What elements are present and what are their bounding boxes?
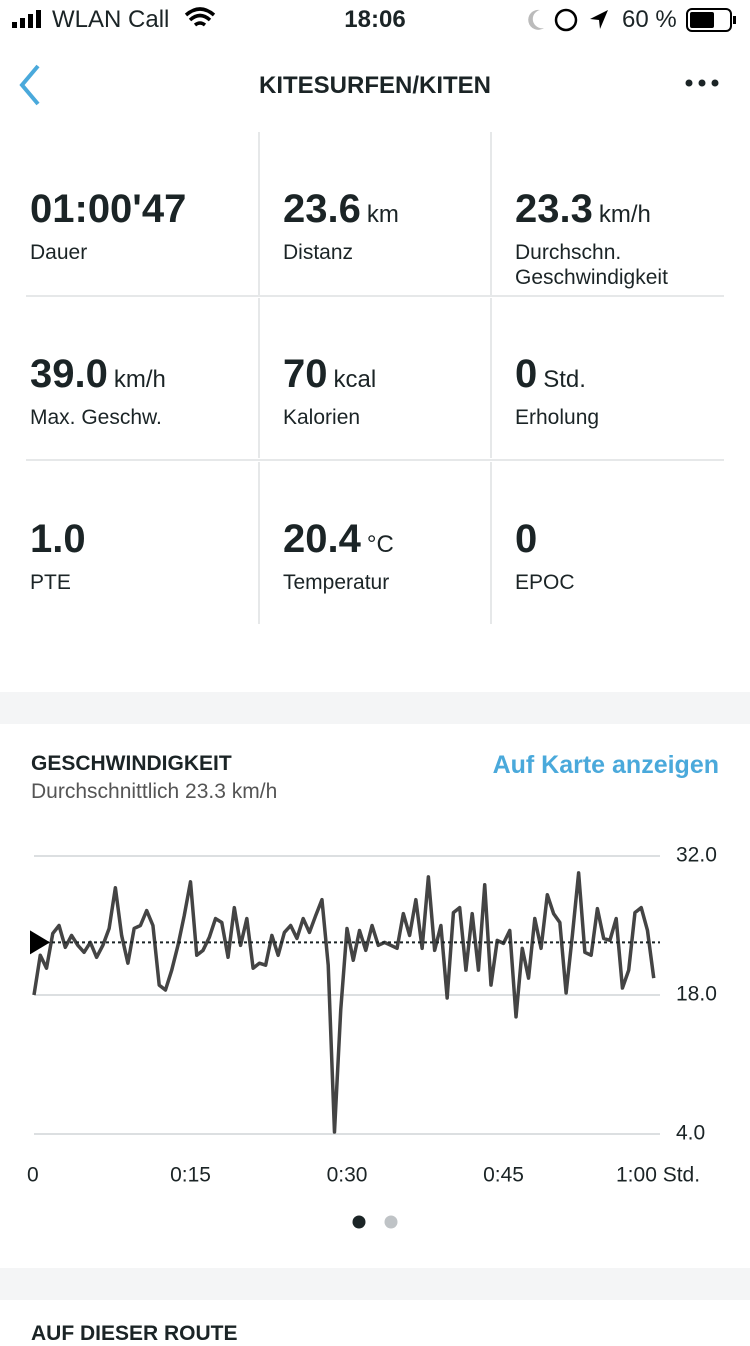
signal-bar [36,10,41,28]
status-icons [12,7,736,106]
stat-value: 20.4 °C [283,517,394,562]
y-tick-label: 18.0 [676,983,717,1006]
divider [26,295,724,297]
section-separator [0,692,750,724]
stat-unit: °C [366,531,394,558]
stat-value: 0 [515,517,537,562]
stat-number: 01:00'47 [30,187,187,231]
wifi-icon [184,7,216,27]
x-tick-label: 0 [27,1164,39,1187]
stat-value: 39.0 km/h [30,352,166,397]
speed-chart: 32.0 18.0 4.0 0 0:15 0:30 0:45 1:00 Std. [27,844,717,1187]
divider [490,298,492,458]
page-dot[interactable] [384,1215,398,1229]
lock-icon [554,8,578,32]
chart-title: GESCHWINDIGKEIT [31,752,232,775]
stat-label: Distanz [283,241,354,264]
stat-number: 39.0 [30,352,108,396]
stat-number: 20.4 [283,517,361,561]
divider [258,298,260,458]
stat-label: Dauer [30,241,88,264]
stat-number: 23.6 [283,187,361,231]
battery-tip [733,16,736,24]
divider [258,132,260,295]
stat-unit: km/h [598,201,651,228]
map-link[interactable]: Auf Karte anzeigen [492,751,719,779]
stat-label: Max. Geschw. [30,406,162,429]
stat-value: 23.3 km/h [515,187,651,232]
back-button[interactable] [19,64,40,106]
stat-number: 1.0 [30,517,86,561]
stat-value: 70 kcal [283,352,376,397]
divider [26,459,724,461]
stat-number: 23.3 [515,187,593,231]
page-title: KITESURFEN/KITEN [258,72,491,99]
y-tick-label: 4.0 [676,1122,705,1145]
signal-bar [12,22,17,28]
stat-label: Erholung [515,406,600,429]
stat-unit: kcal [333,366,377,393]
battery-text: 60 % [622,6,677,33]
pager [352,1215,398,1229]
more-button[interactable] [711,79,719,87]
signal-bar [20,18,25,28]
divider [490,462,492,624]
stat-value: 01:00'47 [30,187,186,232]
stat-value: 0 Std. [515,352,586,397]
more-button[interactable] [698,79,706,87]
x-tick-label: 0:15 [170,1164,211,1187]
chart-subtitle: Durchschnittlich 23.3 km/h [31,780,278,803]
stat-label: Kalorien [283,406,361,429]
section-separator [0,1268,750,1300]
stat-label: Temperatur [283,571,390,594]
stat-label: PTE [30,571,71,594]
x-tick-label: 0:30 [327,1164,368,1187]
stat-number: 0 [515,517,538,561]
x-tick-label: 0:45 [483,1164,524,1187]
more-button[interactable] [685,79,693,87]
stat-unit: km [366,201,399,228]
speed-line [32,871,656,1134]
signal-bar [28,14,33,28]
stat-value: 1.0 [30,517,86,562]
x-tick-label: 1:00 Std. [616,1164,700,1187]
carrier: WLAN Call [52,6,170,33]
location-icon [590,10,608,29]
stat-unit: km/h [113,366,166,393]
stat-number: 70 [283,352,328,396]
stat-label: Durchschn. Geschwindigkeit [515,241,668,289]
divider [258,462,260,624]
moon-icon [528,9,544,30]
stat-unit: Std. [543,366,586,393]
stat-label: EPOC [515,571,575,594]
stat-value: 23.6 km [283,187,399,232]
battery-level [690,12,714,28]
average-marker [30,930,50,955]
divider [490,132,492,295]
next-section-title: AUF DIESER ROUTE [31,1322,238,1345]
y-tick-label: 32.0 [676,844,717,867]
page-dot[interactable] [352,1215,366,1229]
battery-icon [686,8,732,32]
stat-number: 0 [515,352,538,396]
clock: 18:06 [344,6,406,33]
